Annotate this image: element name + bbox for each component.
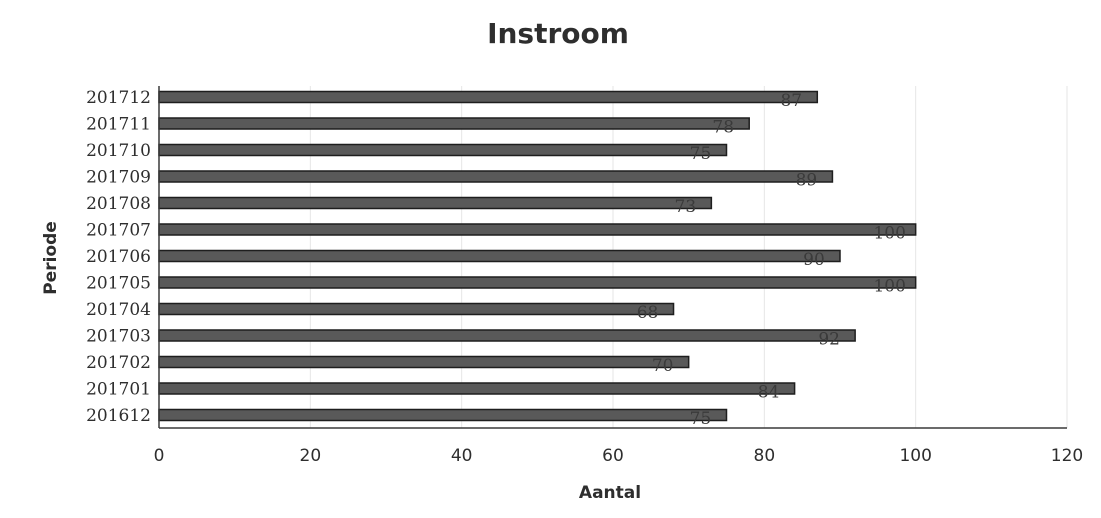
data-label: 73 [675, 197, 697, 217]
chart-title: Instroom [487, 17, 629, 50]
data-label: 75 [690, 409, 712, 429]
bar [158, 302, 675, 316]
category-label: 201706 [86, 247, 151, 267]
axes [158, 86, 1067, 429]
x-tick-label: 40 [451, 446, 473, 466]
bar [158, 170, 834, 183]
category-label: 201710 [86, 141, 151, 161]
category-label: 201707 [86, 221, 151, 241]
category-label: 201703 [86, 327, 151, 347]
x-tick-labels: 0 20 40 60 80 100 120 [154, 446, 1084, 466]
data-label: 84 [758, 383, 780, 403]
bar [158, 276, 917, 289]
data-label: 75 [690, 144, 712, 164]
category-label: 201704 [86, 300, 151, 320]
data-label: 68 [637, 303, 659, 323]
bar [158, 382, 796, 395]
bar [158, 329, 856, 342]
category-labels: 201712 201711 201710 201709 201708 201707 2017… [86, 88, 151, 426]
data-label: 78 [712, 118, 734, 138]
data-label: 90 [803, 250, 825, 270]
category-label: 201712 [86, 88, 151, 108]
data-label: 100 [873, 277, 905, 297]
x-tick-label: 0 [154, 446, 165, 466]
x-tick-label: 100 [899, 446, 931, 466]
x-tick-label: 120 [1051, 446, 1083, 466]
data-label: 92 [818, 330, 840, 350]
category-label: 201709 [86, 168, 151, 188]
category-label: 201612 [86, 406, 151, 426]
x-tick-label: 80 [754, 446, 776, 466]
category-label: 201705 [86, 274, 151, 294]
y-axis-title: Periode [41, 221, 61, 295]
bar [158, 249, 841, 263]
data-label: 89 [796, 171, 818, 191]
bar [158, 117, 750, 130]
category-label: 201702 [86, 353, 151, 373]
bars [158, 90, 917, 422]
data-label: 100 [873, 224, 905, 244]
bar [158, 143, 728, 157]
data-label: 87 [780, 91, 802, 111]
bar [158, 196, 713, 210]
category-label: 201701 [86, 380, 151, 400]
bar [158, 355, 690, 369]
bar [158, 90, 819, 104]
x-axis-title: Aantal [579, 483, 641, 503]
data-label: 70 [652, 356, 674, 376]
x-tick-label: 60 [602, 446, 624, 466]
category-label: 201711 [86, 115, 151, 135]
bar [158, 223, 917, 236]
x-tick-label: 20 [300, 446, 322, 466]
bar [158, 408, 728, 422]
category-label: 201708 [86, 194, 151, 214]
